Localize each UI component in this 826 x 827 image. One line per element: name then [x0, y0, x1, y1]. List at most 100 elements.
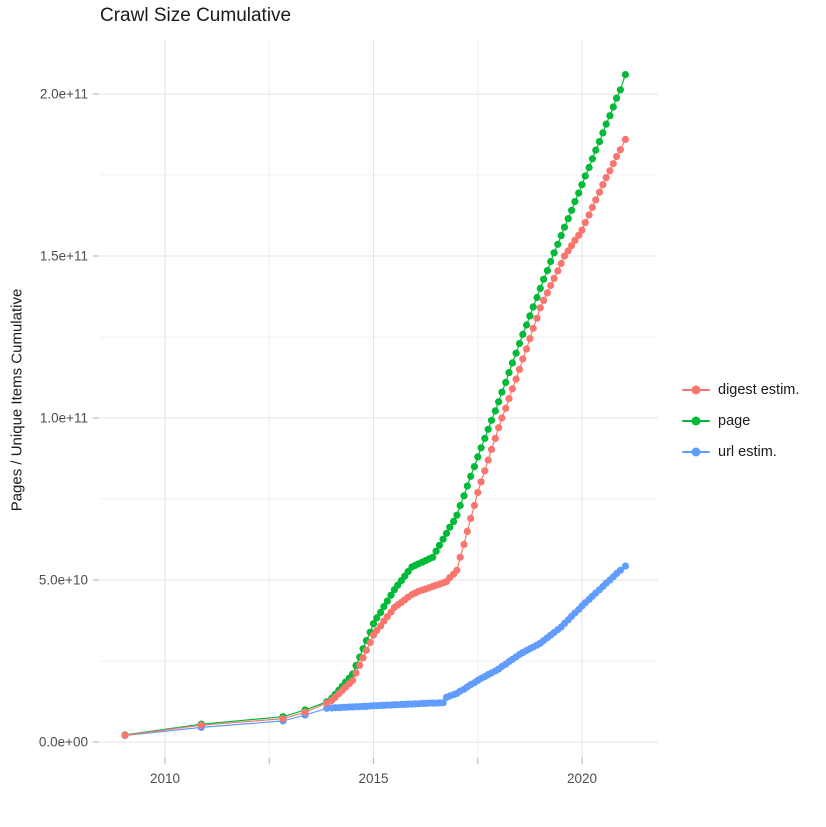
series-page: [121, 71, 630, 739]
data-point: [359, 654, 367, 662]
data-point: [585, 211, 593, 219]
data-point: [373, 614, 381, 622]
data-point: [387, 591, 395, 599]
data-point: [568, 242, 576, 250]
data-point: [547, 281, 555, 290]
data-point: [515, 365, 524, 373]
data-point: [560, 252, 569, 260]
data-point: [279, 715, 287, 723]
data-point: [197, 721, 205, 729]
data-point: [481, 467, 489, 475]
data-point: [470, 463, 478, 471]
data-point: [613, 152, 621, 161]
data-point: [529, 324, 537, 332]
data-point: [564, 247, 572, 255]
data-point: [502, 378, 510, 386]
data-point: [432, 547, 440, 555]
data-point: [498, 388, 506, 396]
legend-item-url-estim: url estim.: [682, 441, 799, 463]
data-point: [460, 540, 468, 549]
data-point: [533, 314, 541, 322]
data-point: [470, 501, 478, 510]
legend-item-page: page: [682, 410, 799, 432]
data-point: [435, 541, 443, 549]
data-point: [439, 535, 447, 543]
data-point: [356, 661, 364, 669]
y-axis-tick-labels: 0.0e+00 5.0e+10 1.0e+11 1.5e+11 2.0e+11: [39, 87, 88, 750]
data-point: [595, 188, 604, 196]
data-point: [599, 181, 607, 189]
data-point: [595, 138, 604, 146]
svg-text:2015: 2015: [358, 771, 388, 786]
data-point: [602, 120, 610, 128]
data-point: [543, 267, 552, 275]
data-point: [349, 676, 357, 685]
data-point: [540, 275, 548, 283]
data-point: [429, 553, 437, 561]
data-point: [477, 444, 485, 452]
data-point: [536, 304, 544, 312]
data-point: [526, 312, 534, 320]
data-point: [599, 129, 607, 137]
data-point: [456, 553, 464, 561]
data-point: [301, 708, 309, 716]
data-point: [502, 404, 510, 412]
data-point: [477, 478, 485, 486]
data-point: [380, 603, 388, 611]
data-point: [575, 189, 583, 197]
legend-key-icon: [682, 441, 710, 463]
axis-ticks: [93, 93, 583, 764]
data-point: [481, 434, 489, 442]
data-point: [526, 335, 534, 343]
data-point: [453, 566, 461, 574]
data-point: [446, 523, 454, 531]
data-point: [540, 296, 548, 304]
data-point: [585, 163, 593, 172]
svg-text:2020: 2020: [567, 771, 597, 786]
data-point: [512, 375, 520, 383]
data-point: [564, 215, 572, 223]
data-point: [463, 482, 471, 490]
data-point: [550, 274, 558, 282]
data-point: [613, 94, 621, 102]
data-point: [581, 219, 589, 227]
data-point: [467, 472, 475, 480]
data-point: [522, 321, 531, 329]
data-point: [571, 236, 579, 244]
svg-text:1.0e+11: 1.0e+11: [40, 411, 88, 426]
data-point: [484, 456, 492, 464]
data-point: [505, 395, 513, 403]
data-point: [512, 349, 520, 357]
data-point: [536, 284, 544, 292]
svg-text:2.0e+11: 2.0e+11: [40, 87, 88, 102]
y-axis-title: Pages / Unique Items Cumulative: [8, 288, 26, 512]
data-point: [529, 303, 537, 311]
data-point: [508, 359, 516, 367]
data-point: [508, 385, 516, 393]
data-point: [554, 240, 562, 248]
data-point: [606, 167, 614, 175]
data-point: [505, 369, 513, 377]
data-point: [369, 620, 378, 628]
data-point: [519, 330, 527, 338]
data-point: [519, 355, 527, 363]
legend-key-icon: [682, 410, 710, 432]
data-point: [581, 172, 589, 180]
data-point: [362, 646, 370, 654]
data-point: [592, 196, 600, 204]
data-point: [491, 434, 499, 442]
svg-text:2010: 2010: [150, 771, 180, 786]
series-url-estim: [121, 562, 630, 740]
data-point: [547, 257, 555, 266]
data-point: [616, 86, 625, 94]
data-point: [568, 206, 576, 214]
data-point: [450, 517, 458, 526]
data-point: [487, 416, 496, 424]
data-point: [621, 135, 630, 143]
gridlines-minor: [100, 40, 658, 758]
data-point: [474, 453, 482, 461]
data-point: [543, 289, 552, 297]
legend-key-icon: [682, 379, 710, 401]
